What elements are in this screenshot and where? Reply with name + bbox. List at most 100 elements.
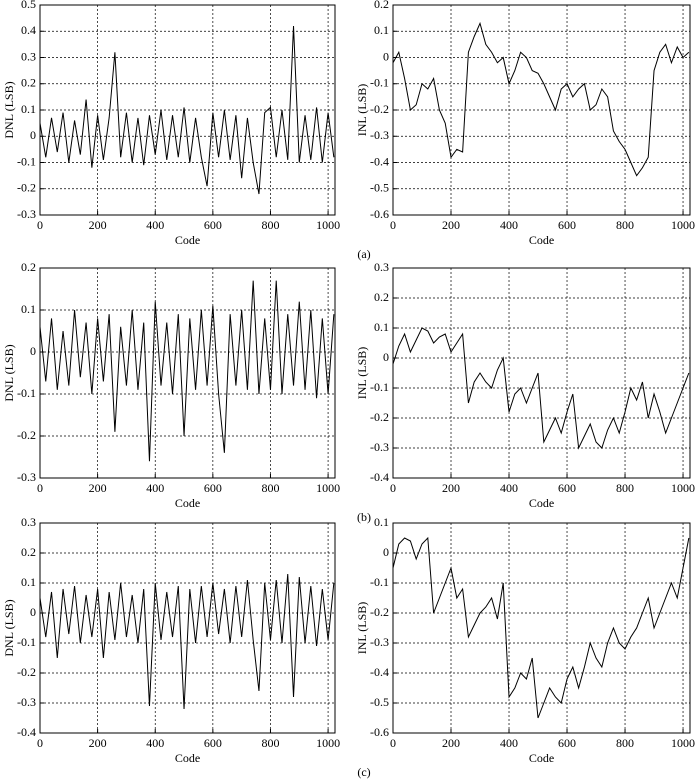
x-tick-label: 1000 (671, 218, 695, 232)
x-tick-label: 800 (261, 736, 279, 750)
y-tick-label: 0 (30, 344, 36, 358)
x-tick-label: 0 (37, 218, 43, 232)
x-axis-label: Code (529, 496, 554, 510)
x-tick-label: 200 (89, 481, 107, 495)
y-tick-label: -0.2 (17, 181, 36, 195)
y-axis-label: DNL (LSB) (2, 344, 16, 401)
panel-caption: (c) (357, 765, 370, 779)
plot-frame (39, 4, 336, 216)
y-tick-label: 0.1 (374, 23, 389, 37)
y-tick-label: -0.2 (370, 605, 389, 619)
x-tick-label: 1000 (316, 218, 340, 232)
x-tick-label: 800 (616, 481, 634, 495)
x-tick-label: 800 (616, 218, 634, 232)
x-axis-label: Code (175, 496, 200, 510)
y-tick-label: -0.3 (17, 695, 36, 709)
y-tick-label: -0.3 (370, 635, 389, 649)
data-line (39, 280, 335, 462)
y-tick-label: -0.1 (17, 635, 36, 649)
x-tick-label: 200 (89, 218, 107, 232)
y-tick-label: -0.4 (370, 470, 389, 484)
x-tick-label: 800 (261, 218, 279, 232)
x-tick-label: 400 (500, 481, 518, 495)
panel-caption: (a) (357, 247, 370, 261)
y-axis-label: DNL (LSB) (2, 81, 16, 138)
x-tick-label: 200 (89, 736, 107, 750)
y-axis-label: INL (LSB) (355, 347, 369, 400)
y-axis-label: INL (LSB) (355, 84, 369, 137)
y-tick-label: -0.6 (370, 207, 389, 221)
plot-frame (392, 267, 691, 479)
y-tick-label: -0.5 (370, 181, 389, 195)
data-line (392, 327, 690, 450)
x-tick-label: 400 (146, 736, 164, 750)
y-tick-label: -0.2 (17, 665, 36, 679)
x-tick-label: 400 (146, 218, 164, 232)
y-tick-label: 0.3 (21, 49, 36, 63)
y-tick-label: 0.2 (21, 260, 36, 274)
x-tick-label: 800 (261, 481, 279, 495)
y-tick-label: -0.6 (370, 725, 389, 739)
x-axis-label: Code (529, 233, 554, 247)
x-tick-label: 0 (390, 218, 396, 232)
y-tick-label: -0.1 (370, 380, 389, 394)
y-tick-label: 0 (30, 605, 36, 619)
y-axis-label: INL (LSB) (355, 602, 369, 655)
plot-frame (39, 267, 336, 479)
y-tick-label: -0.4 (370, 665, 389, 679)
x-axis-label: Code (529, 751, 554, 765)
y-tick-label: 0.2 (374, 290, 389, 304)
y-tick-label: 0.2 (21, 76, 36, 90)
y-tick-label: 0 (383, 49, 389, 63)
x-tick-label: 0 (37, 736, 43, 750)
x-tick-label: 200 (442, 218, 460, 232)
x-tick-label: 600 (204, 736, 222, 750)
y-tick-label: -0.3 (370, 440, 389, 454)
data-line (39, 573, 335, 710)
x-tick-label: 600 (204, 481, 222, 495)
data-line (392, 21, 690, 177)
y-tick-label: 0.3 (21, 515, 36, 529)
x-tick-label: 0 (37, 481, 43, 495)
y-tick-label: -0.3 (17, 470, 36, 484)
y-axis-label: DNL (LSB) (2, 599, 16, 656)
x-tick-label: 1000 (316, 736, 340, 750)
y-tick-label: 0.1 (21, 575, 36, 589)
y-tick-label: 0.1 (21, 302, 36, 316)
y-tick-label: -0.5 (370, 695, 389, 709)
x-tick-label: 0 (390, 481, 396, 495)
x-tick-label: 1000 (671, 736, 695, 750)
y-tick-label: 0 (383, 545, 389, 559)
y-tick-label: -0.1 (17, 386, 36, 400)
y-tick-label: -0.2 (17, 428, 36, 442)
plot-frame (392, 522, 691, 734)
y-tick-label: 0.2 (21, 545, 36, 559)
y-tick-label: 0.1 (21, 102, 36, 116)
y-tick-label: -0.4 (17, 725, 36, 739)
data-line (392, 536, 690, 719)
y-tick-label: 0.1 (374, 515, 389, 529)
y-tick-label: -0.4 (370, 154, 389, 168)
y-tick-label: -0.2 (370, 102, 389, 116)
x-tick-label: 200 (442, 481, 460, 495)
y-tick-label: -0.3 (370, 128, 389, 142)
y-tick-label: 0 (30, 128, 36, 142)
x-tick-label: 1000 (671, 481, 695, 495)
x-tick-label: 0 (390, 736, 396, 750)
plot-frame (39, 522, 336, 734)
y-tick-label: 0.2 (374, 0, 389, 11)
x-tick-label: 400 (146, 481, 164, 495)
x-tick-label: 400 (500, 218, 518, 232)
y-tick-label: 0 (383, 350, 389, 364)
y-tick-label: -0.3 (17, 207, 36, 221)
x-axis-label: Code (175, 751, 200, 765)
y-tick-label: 0.4 (21, 23, 36, 37)
x-tick-label: 400 (500, 736, 518, 750)
y-tick-label: -0.1 (17, 154, 36, 168)
data-line (39, 25, 335, 195)
x-tick-label: 600 (558, 481, 576, 495)
y-tick-label: 0.3 (374, 260, 389, 274)
x-tick-label: 600 (558, 218, 576, 232)
x-tick-label: 800 (616, 736, 634, 750)
